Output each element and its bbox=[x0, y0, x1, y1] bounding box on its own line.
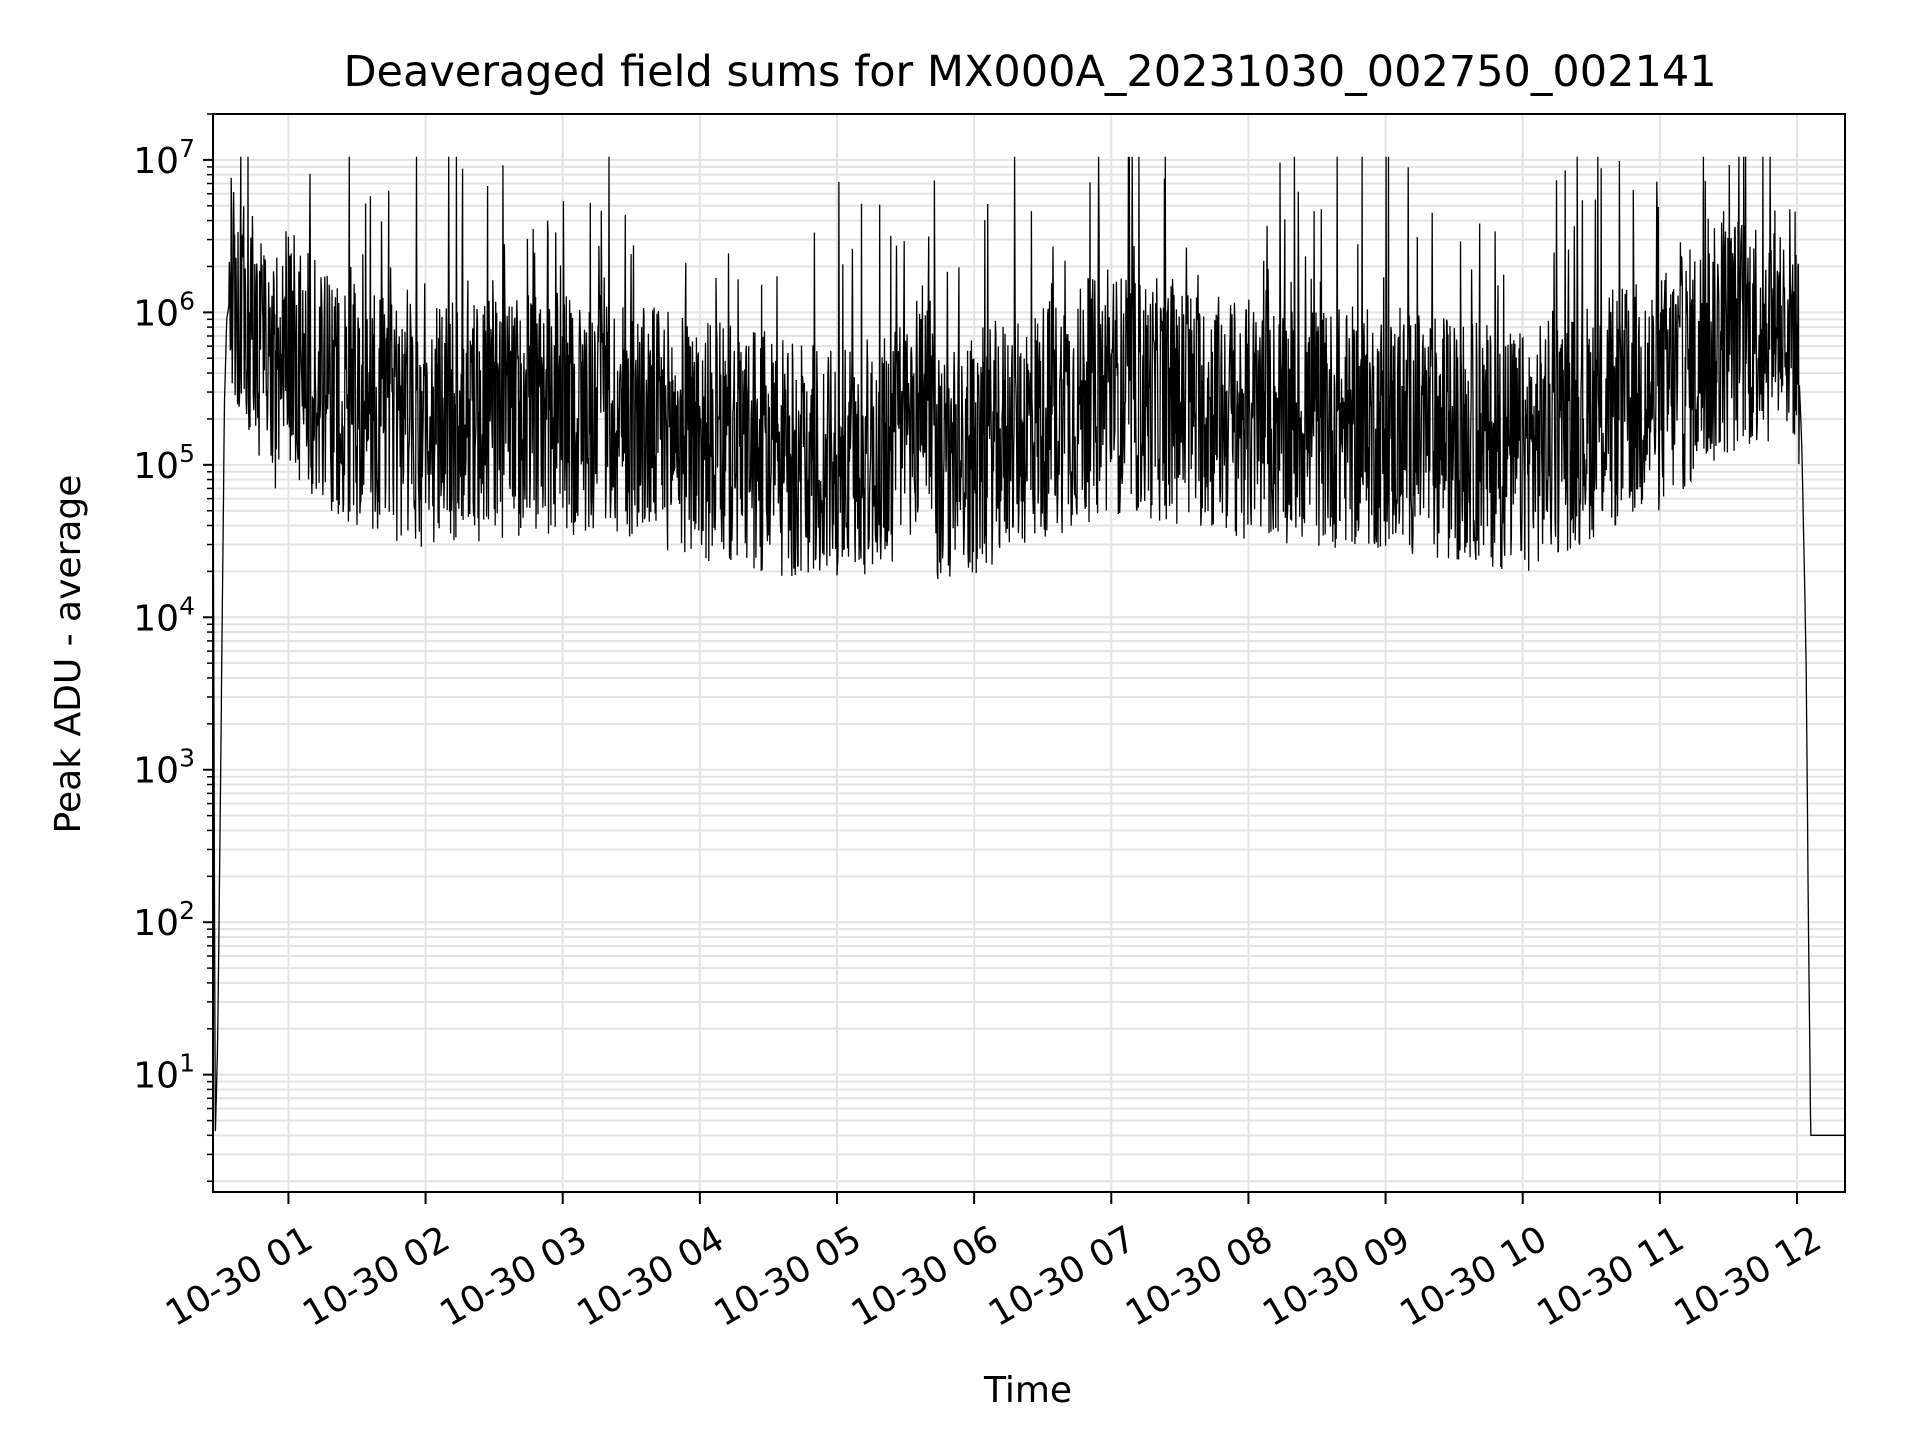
x-axis-title: Time bbox=[983, 1370, 1072, 1411]
y-tick-label: 101 bbox=[133, 1049, 195, 1097]
y-tick-label: 102 bbox=[133, 896, 195, 944]
y-tick-label: 104 bbox=[133, 591, 195, 639]
grid bbox=[213, 113, 1845, 1192]
y-axis-title: Peak ADU - average bbox=[48, 475, 89, 834]
y-axis: 101 102 103 104 105 106 107 bbox=[133, 113, 213, 1182]
chart-title: Deaveraged field sums for MX000A_2023103… bbox=[343, 47, 1716, 97]
y-tick-label: 105 bbox=[133, 439, 195, 487]
series-line bbox=[212, 156, 1845, 1136]
plot-frame bbox=[212, 113, 1846, 1193]
series-layer bbox=[212, 156, 1845, 1136]
y-tick-label: 106 bbox=[133, 286, 195, 334]
y-tick-label: 103 bbox=[133, 744, 195, 792]
y-tick-label: 107 bbox=[133, 134, 195, 182]
